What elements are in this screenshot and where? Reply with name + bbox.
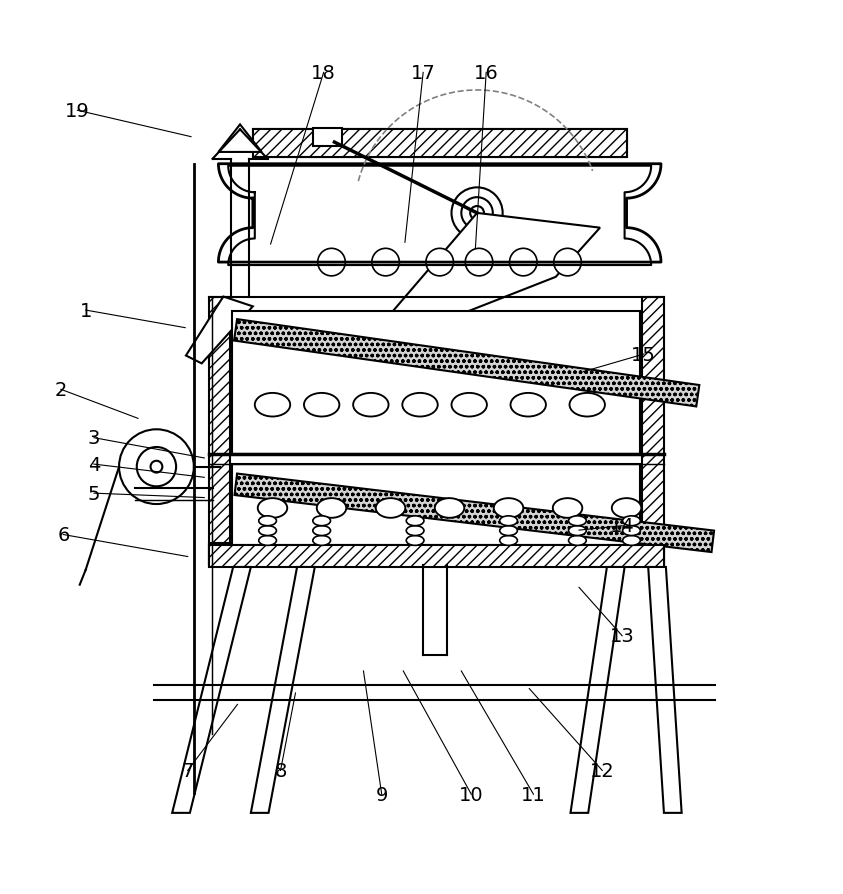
Ellipse shape: [612, 499, 642, 519]
Polygon shape: [389, 214, 600, 330]
Circle shape: [461, 198, 493, 230]
Ellipse shape: [435, 499, 464, 519]
Ellipse shape: [259, 536, 277, 545]
Ellipse shape: [317, 499, 346, 519]
Bar: [208, 544, 664, 565]
Ellipse shape: [568, 526, 586, 536]
Text: 16: 16: [474, 63, 498, 83]
Circle shape: [318, 249, 346, 276]
Circle shape: [452, 188, 502, 240]
Bar: [642, 297, 664, 565]
Text: 4: 4: [88, 455, 100, 474]
Text: 5: 5: [88, 485, 100, 503]
Ellipse shape: [258, 499, 287, 519]
Ellipse shape: [376, 499, 405, 519]
Bar: [208, 545, 664, 568]
Bar: [253, 131, 626, 157]
Ellipse shape: [406, 516, 424, 526]
Circle shape: [465, 249, 493, 276]
Ellipse shape: [304, 393, 340, 417]
Text: 6: 6: [57, 526, 69, 544]
Ellipse shape: [568, 536, 586, 545]
Circle shape: [426, 249, 454, 276]
Text: 11: 11: [521, 785, 545, 804]
Ellipse shape: [623, 536, 641, 545]
Circle shape: [470, 207, 484, 221]
Text: 1: 1: [79, 301, 92, 320]
Ellipse shape: [402, 393, 438, 417]
Ellipse shape: [511, 393, 546, 417]
Text: 7: 7: [181, 761, 194, 780]
Ellipse shape: [259, 526, 277, 536]
Bar: [232, 464, 641, 545]
Text: 8: 8: [274, 761, 287, 780]
Polygon shape: [571, 568, 625, 813]
Ellipse shape: [313, 516, 330, 526]
Ellipse shape: [623, 516, 641, 526]
Bar: [232, 312, 641, 454]
Text: 15: 15: [631, 345, 656, 364]
Text: 17: 17: [411, 63, 436, 83]
Circle shape: [509, 249, 537, 276]
Ellipse shape: [406, 526, 424, 536]
Polygon shape: [234, 474, 714, 552]
Polygon shape: [648, 568, 682, 813]
Circle shape: [137, 448, 176, 487]
Circle shape: [372, 249, 400, 276]
Text: 19: 19: [65, 102, 90, 121]
Ellipse shape: [500, 516, 518, 526]
Polygon shape: [313, 130, 342, 147]
Ellipse shape: [255, 393, 290, 417]
Ellipse shape: [452, 393, 487, 417]
Ellipse shape: [494, 499, 524, 519]
Polygon shape: [251, 568, 314, 813]
Circle shape: [151, 461, 163, 473]
Ellipse shape: [313, 536, 330, 545]
Ellipse shape: [406, 536, 424, 545]
Text: 14: 14: [609, 517, 635, 536]
Bar: [208, 297, 230, 565]
Polygon shape: [186, 297, 253, 364]
Text: 3: 3: [88, 429, 100, 448]
Text: 13: 13: [609, 627, 635, 645]
Ellipse shape: [623, 526, 641, 536]
Ellipse shape: [568, 516, 586, 526]
Ellipse shape: [500, 526, 518, 536]
Polygon shape: [218, 125, 261, 153]
Polygon shape: [234, 320, 700, 407]
Ellipse shape: [259, 516, 277, 526]
Circle shape: [119, 430, 194, 504]
Ellipse shape: [353, 393, 389, 417]
Text: 10: 10: [459, 785, 484, 804]
Circle shape: [554, 249, 582, 276]
Ellipse shape: [553, 499, 583, 519]
Text: 2: 2: [55, 380, 67, 400]
Ellipse shape: [570, 393, 605, 417]
Text: 9: 9: [375, 785, 388, 804]
Ellipse shape: [500, 536, 518, 545]
Bar: [253, 131, 626, 157]
Bar: [253, 131, 626, 157]
Text: 12: 12: [590, 761, 615, 780]
Text: 18: 18: [311, 63, 336, 83]
Polygon shape: [172, 568, 251, 813]
Ellipse shape: [313, 526, 330, 536]
